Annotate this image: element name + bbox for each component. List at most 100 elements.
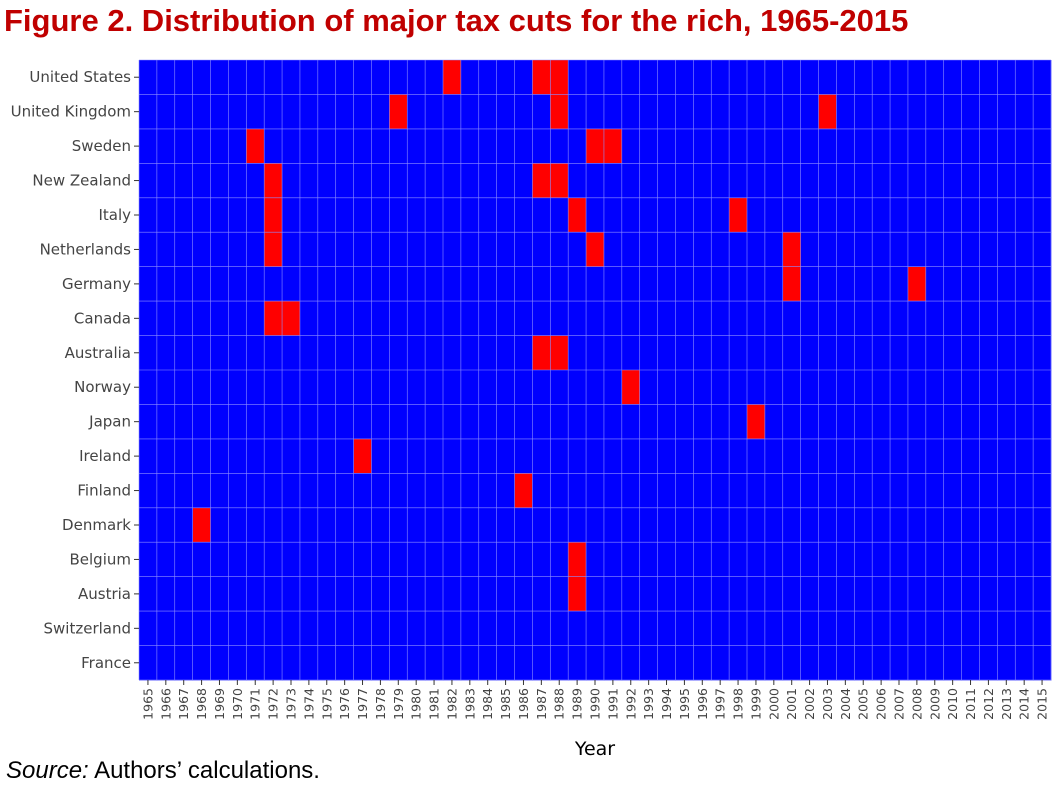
cell-sweden-1972 xyxy=(264,128,283,164)
cell-japan-1977 xyxy=(353,404,372,440)
cell-sweden-1969 xyxy=(210,128,229,164)
cell-new-zealand-1971 xyxy=(246,163,265,199)
cut-cell-italy-1972 xyxy=(264,197,283,233)
x-tick-label-2013: 2013 xyxy=(999,688,1014,720)
cell-norway-2002 xyxy=(800,370,819,405)
cell-canada-1988 xyxy=(550,301,569,336)
cell-italy-1982 xyxy=(443,197,462,233)
cell-switzerland-1967 xyxy=(174,611,194,646)
cell-italy-2000 xyxy=(764,197,784,233)
cut-cell-new-zealand-1987 xyxy=(532,163,551,199)
cell-canada-1983 xyxy=(460,301,480,336)
cell-new-zealand-1983 xyxy=(460,163,480,199)
cell-norway-1970 xyxy=(228,370,247,405)
cell-austria-2014 xyxy=(1015,576,1034,612)
cell-switzerland-1986 xyxy=(514,611,533,646)
cell-germany-2007 xyxy=(890,266,909,302)
cell-australia-1991 xyxy=(603,335,623,371)
cell-netherlands-1982 xyxy=(443,232,462,268)
cell-finland-2015 xyxy=(1033,473,1052,509)
x-tick-label-2014: 2014 xyxy=(1017,688,1032,720)
y-tick-label-sweden: Sweden xyxy=(72,137,131,155)
cell-united-states-1973 xyxy=(282,60,301,95)
cell-united-kingdom-1971 xyxy=(246,94,265,130)
x-tick-label-2008: 2008 xyxy=(909,688,924,720)
cell-belgium-1998 xyxy=(729,542,748,578)
cell-belgium-2000 xyxy=(764,542,784,578)
cell-germany-1976 xyxy=(335,266,354,302)
cell-new-zealand-2003 xyxy=(818,163,837,199)
cell-france-2003 xyxy=(818,645,837,681)
cell-united-states-1972 xyxy=(264,60,283,95)
x-tick-label-1975: 1975 xyxy=(319,688,334,720)
cell-switzerland-1982 xyxy=(443,611,462,646)
cell-canada-1991 xyxy=(603,301,623,336)
cell-belgium-1975 xyxy=(317,542,337,578)
cell-switzerland-1977 xyxy=(353,611,372,646)
cell-austria-2012 xyxy=(979,576,998,612)
cell-france-1999 xyxy=(747,645,766,681)
cell-denmark-1970 xyxy=(228,507,247,543)
cell-italy-1978 xyxy=(371,197,390,233)
cell-belgium-1988 xyxy=(550,542,569,578)
cell-netherlands-1965 xyxy=(139,232,158,268)
cell-sweden-1965 xyxy=(139,128,158,164)
cell-netherlands-1989 xyxy=(568,232,587,268)
cell-belgium-2006 xyxy=(872,542,891,578)
cell-italy-2001 xyxy=(782,197,802,233)
cell-austria-1979 xyxy=(389,576,408,612)
x-tick-label-2005: 2005 xyxy=(856,688,871,720)
cell-denmark-2009 xyxy=(925,507,945,543)
cell-ireland-1976 xyxy=(335,438,354,474)
cell-finland-1969 xyxy=(210,473,229,509)
cell-united-kingdom-1983 xyxy=(460,94,480,130)
cell-sweden-1968 xyxy=(192,128,211,164)
x-tick-label-2007: 2007 xyxy=(892,688,907,720)
cell-norway-1968 xyxy=(192,370,211,405)
cut-cell-austria-1989 xyxy=(568,576,587,612)
cell-canada-1998 xyxy=(729,301,748,336)
cell-united-states-1989 xyxy=(568,60,587,95)
cell-united-kingdom-1978 xyxy=(371,94,390,130)
cell-united-kingdom-1980 xyxy=(407,94,426,130)
cut-cell-sweden-1991 xyxy=(603,128,623,164)
cell-netherlands-1980 xyxy=(407,232,426,268)
cell-italy-1985 xyxy=(496,197,515,233)
cell-united-kingdom-1985 xyxy=(496,94,515,130)
cell-ireland-2013 xyxy=(997,438,1016,474)
cell-denmark-1995 xyxy=(675,507,694,543)
cell-australia-1993 xyxy=(639,335,658,371)
cell-switzerland-1971 xyxy=(246,611,265,646)
cell-australia-2001 xyxy=(782,335,802,371)
cell-netherlands-2015 xyxy=(1033,232,1052,268)
cell-japan-1992 xyxy=(621,404,641,440)
cell-norway-1991 xyxy=(603,370,623,405)
cell-canada-1986 xyxy=(514,301,533,336)
cell-switzerland-1984 xyxy=(478,611,498,646)
cell-canada-1968 xyxy=(192,301,211,336)
cell-germany-1967 xyxy=(174,266,194,302)
cell-ireland-1994 xyxy=(657,438,676,474)
cell-france-1968 xyxy=(192,645,211,681)
cell-netherlands-1991 xyxy=(603,232,623,268)
cell-belgium-1983 xyxy=(460,542,480,578)
cell-new-zealand-1998 xyxy=(729,163,748,199)
cell-new-zealand-2000 xyxy=(764,163,784,199)
cell-new-zealand-1967 xyxy=(174,163,194,199)
y-tick-label-denmark: Denmark xyxy=(62,516,131,534)
cell-united-kingdom-1995 xyxy=(675,94,694,130)
cell-norway-2003 xyxy=(818,370,837,405)
cell-canada-1970 xyxy=(228,301,247,336)
cell-italy-2014 xyxy=(1015,197,1034,233)
cell-sweden-1974 xyxy=(299,128,319,164)
cell-denmark-2001 xyxy=(782,507,802,543)
cell-finland-1995 xyxy=(675,473,694,509)
cut-cell-finland-1986 xyxy=(514,473,533,509)
cell-switzerland-2013 xyxy=(997,611,1016,646)
cell-canada-1975 xyxy=(317,301,337,336)
cell-belgium-2010 xyxy=(943,542,962,578)
cell-new-zealand-1975 xyxy=(317,163,337,199)
cell-belgium-1993 xyxy=(639,542,658,578)
cell-finland-2007 xyxy=(890,473,909,509)
cell-united-states-2014 xyxy=(1015,60,1034,95)
